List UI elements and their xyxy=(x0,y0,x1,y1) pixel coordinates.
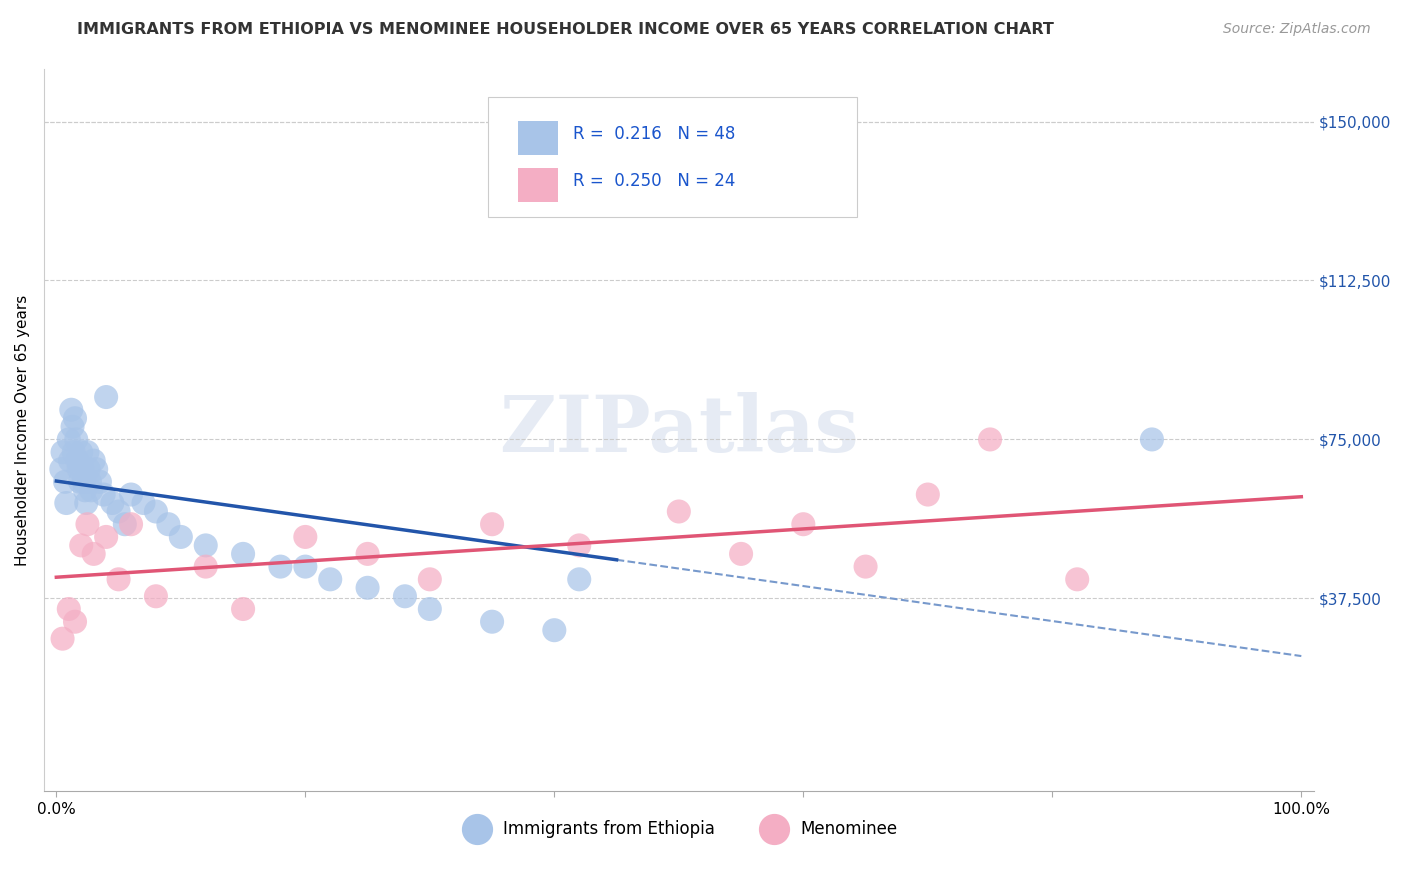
Point xyxy=(62,419,84,434)
Text: Source: ZipAtlas.com: Source: ZipAtlas.com xyxy=(1223,22,1371,37)
Point xyxy=(53,475,76,489)
Point xyxy=(58,602,80,616)
Point xyxy=(77,462,100,476)
Point xyxy=(356,547,378,561)
Point xyxy=(63,615,86,629)
Point xyxy=(89,475,111,489)
Point xyxy=(101,496,124,510)
Point xyxy=(51,445,73,459)
Point xyxy=(232,602,254,616)
Point xyxy=(51,462,73,476)
Point xyxy=(145,504,167,518)
Point xyxy=(65,433,87,447)
Point xyxy=(58,433,80,447)
Point xyxy=(79,475,101,489)
Point xyxy=(120,487,142,501)
Point xyxy=(568,572,591,586)
Point xyxy=(73,483,96,498)
Point xyxy=(51,632,73,646)
Point xyxy=(979,433,1001,447)
Text: R =  0.216   N = 48: R = 0.216 N = 48 xyxy=(574,125,735,143)
FancyBboxPatch shape xyxy=(517,168,558,202)
Text: IMMIGRANTS FROM ETHIOPIA VS MENOMINEE HOUSEHOLDER INCOME OVER 65 YEARS CORRELATI: IMMIGRANTS FROM ETHIOPIA VS MENOMINEE HO… xyxy=(77,22,1054,37)
Point xyxy=(568,538,591,552)
Point xyxy=(481,615,503,629)
Point xyxy=(1140,433,1163,447)
Point xyxy=(84,462,107,476)
Point xyxy=(72,462,94,476)
Point xyxy=(157,517,180,532)
Point xyxy=(194,559,217,574)
Point xyxy=(70,538,93,552)
Point xyxy=(232,547,254,561)
Point xyxy=(269,559,291,574)
Point xyxy=(1066,572,1088,586)
Point xyxy=(194,538,217,552)
Text: ZIPatlas: ZIPatlas xyxy=(499,392,859,468)
FancyBboxPatch shape xyxy=(517,121,558,154)
Point xyxy=(55,496,77,510)
Text: R =  0.250   N = 24: R = 0.250 N = 24 xyxy=(574,171,735,189)
Point xyxy=(356,581,378,595)
FancyBboxPatch shape xyxy=(488,97,856,217)
Point xyxy=(294,530,316,544)
Point xyxy=(120,517,142,532)
Point xyxy=(94,530,117,544)
Point xyxy=(76,517,98,532)
Point xyxy=(94,390,117,404)
Point xyxy=(145,589,167,603)
Point xyxy=(69,475,91,489)
Point xyxy=(59,453,82,467)
Point xyxy=(62,445,84,459)
Point xyxy=(730,547,752,561)
Point xyxy=(107,572,129,586)
Point xyxy=(792,517,814,532)
Point xyxy=(70,445,93,459)
Point xyxy=(66,453,89,467)
Point xyxy=(60,402,83,417)
Point xyxy=(73,475,96,489)
Point xyxy=(419,602,441,616)
Point xyxy=(394,589,416,603)
Point xyxy=(75,496,97,510)
Point xyxy=(107,504,129,518)
Point xyxy=(80,483,103,498)
Point xyxy=(132,496,155,510)
Point xyxy=(419,572,441,586)
Legend: Immigrants from Ethiopia, Menominee: Immigrants from Ethiopia, Menominee xyxy=(454,813,904,845)
Point xyxy=(83,453,105,467)
Point xyxy=(76,445,98,459)
Point xyxy=(170,530,193,544)
Point xyxy=(668,504,690,518)
Point xyxy=(481,517,503,532)
Y-axis label: Householder Income Over 65 years: Householder Income Over 65 years xyxy=(15,294,30,566)
Point xyxy=(83,547,105,561)
Point xyxy=(294,559,316,574)
Point xyxy=(855,559,877,574)
Point xyxy=(917,487,939,501)
Point xyxy=(93,487,115,501)
Point xyxy=(319,572,342,586)
Point xyxy=(114,517,136,532)
Point xyxy=(63,411,86,425)
Point xyxy=(543,623,565,637)
Point xyxy=(67,462,90,476)
